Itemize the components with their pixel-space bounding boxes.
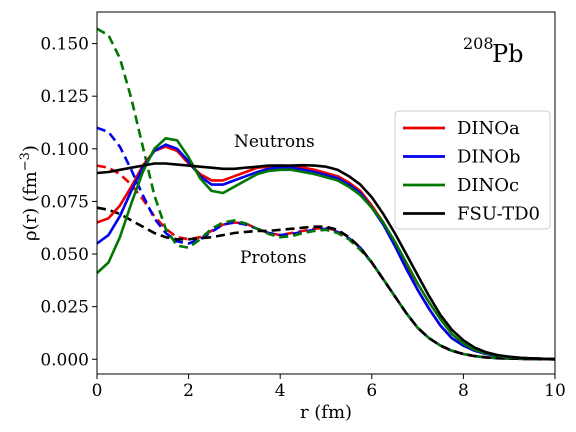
y-tick-label: 0.000 — [40, 350, 89, 370]
legend: DINOa DINOb DINOc FSU-TD0 — [394, 110, 551, 230]
legend-items: DINOa DINOb DINOc FSU-TD0 — [403, 118, 540, 225]
y-axis-label: ρ(r) (fm−3) — [18, 145, 41, 241]
y-axis-label-main: ρ(r) (fm — [20, 171, 41, 241]
legend-label-dinoc: DINOc — [457, 175, 519, 196]
series-line-dinoa-proton — [96, 164, 556, 361]
annotation-neutrons: Neutrons — [234, 132, 315, 152]
x-tick-label: 10 — [544, 381, 566, 401]
nucleus-symbol: Pb — [492, 40, 524, 68]
y-tick-label: 0.075 — [40, 192, 89, 212]
series-line-dinoc-neutron — [96, 137, 556, 361]
annotation-protons: Protons — [240, 248, 307, 268]
y-axis-label-close: ) — [20, 145, 41, 152]
series-line-fsu-td0-neutron — [96, 162, 556, 361]
y-tick-label: 0.100 — [40, 140, 89, 160]
y-axis-label-exp: −3 — [18, 152, 33, 171]
x-axis-label: r (fm) — [300, 402, 352, 423]
ticks-layer: 0 2 4 6 8 10 0.000 0.025 0.050 0.075 0.100 0.125 0.1… — [40, 35, 565, 401]
y-tick-label: 0.125 — [40, 87, 89, 107]
nucleus-label: 208 Pb — [463, 27, 524, 68]
x-tick-label: 4 — [275, 381, 286, 401]
x-tick-label: 6 — [366, 381, 377, 401]
y-tick-label: 0.150 — [40, 35, 89, 55]
x-tick-label: 2 — [183, 381, 194, 401]
nucleus-mass: 208 — [463, 34, 494, 53]
legend-label-dinoa: DINOa — [457, 118, 520, 139]
legend-box — [394, 110, 551, 230]
x-tick-label: 0 — [92, 381, 103, 401]
y-tick-label: 0.050 — [40, 245, 89, 265]
legend-label-fsu-td0: FSU-TD0 — [457, 204, 540, 225]
plot-frame — [96, 11, 556, 375]
y-tick-label: 0.025 — [40, 298, 89, 318]
series-layer — [96, 27, 556, 361]
x-tick-label: 8 — [458, 381, 469, 401]
legend-label-dinob: DINOb — [457, 147, 521, 168]
series-line-dinoc-proton — [96, 27, 556, 361]
